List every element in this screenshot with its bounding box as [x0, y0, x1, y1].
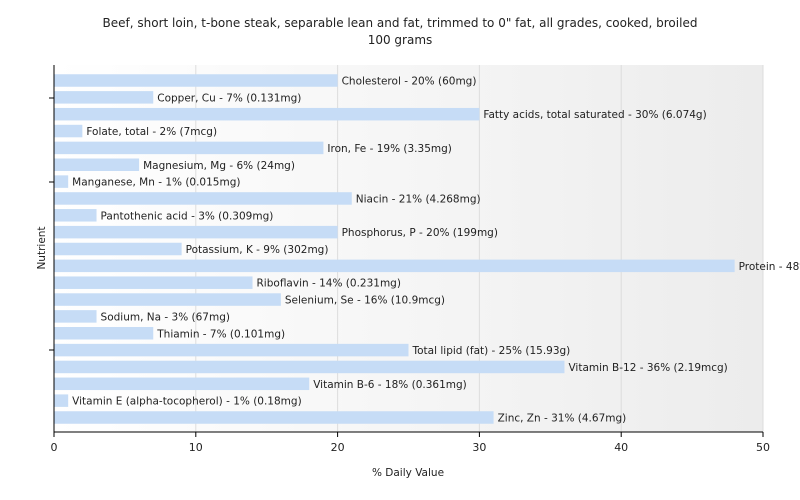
bar: [54, 225, 338, 239]
bar-label: Folate, total - 2% (7mcg): [86, 126, 217, 138]
bar: [54, 192, 352, 205]
axes: 0 10 20 30 40 50: [49, 65, 770, 454]
chart-subtitle: 100 grams: [368, 33, 433, 47]
y-axis-label: Nutrient: [36, 226, 48, 269]
bar: [54, 141, 324, 155]
bar-label: Protein - 48% (24.18g): [739, 261, 800, 273]
bar: [54, 293, 281, 306]
bar-label: Vitamin B-6 - 18% (0.361mg): [313, 379, 467, 391]
bar: [54, 242, 182, 256]
bar: [54, 310, 97, 323]
x-tick-label: 40: [614, 441, 628, 454]
bar: [54, 343, 409, 357]
bar-label: Phosphorus, P - 20% (199mg): [342, 227, 498, 239]
x-tick-label: 0: [51, 441, 58, 454]
bar-label: Niacin - 21% (4.268mg): [356, 193, 481, 205]
bar-label: Zinc, Zn - 31% (4.67mg): [498, 413, 627, 425]
bar: [54, 175, 69, 188]
bar: [54, 276, 253, 289]
bar-label: Pantothenic acid - 3% (0.309mg): [101, 210, 274, 222]
bar-label: Iron, Fe - 19% (3.35mg): [327, 143, 451, 155]
bar: [54, 259, 735, 273]
bar: [54, 91, 154, 104]
bar-label: Potassium, K - 9% (302mg): [186, 244, 329, 256]
bar: [54, 377, 310, 391]
bar-label: Vitamin E (alpha-tocopherol) - 1% (0.18m…: [72, 396, 302, 408]
x-axis-label: % Daily Value: [372, 467, 444, 479]
bar-label: Total lipid (fat) - 25% (15.93g): [412, 345, 571, 357]
bar-label: Magnesium, Mg - 6% (24mg): [143, 160, 295, 172]
chart-title: Beef, short loin, t-bone steak, separabl…: [103, 16, 698, 30]
bar: [54, 411, 494, 424]
x-tick-label: 30: [472, 441, 486, 454]
x-tick-label: 10: [189, 441, 203, 454]
bars: Cholesterol - 20% (60mg) Copper, Cu - 7% …: [54, 74, 800, 425]
bar: [54, 124, 83, 138]
bar-label: Selenium, Se - 16% (10.9mcg): [285, 295, 445, 307]
bar: [54, 209, 97, 222]
bar-label: Fatty acids, total saturated - 30% (6.07…: [483, 109, 706, 121]
bar: [54, 327, 154, 340]
bar-label: Riboflavin - 14% (0.231mg): [257, 278, 401, 290]
bar-label: Vitamin B-12 - 36% (2.19mcg): [568, 362, 727, 374]
bar-label: Copper, Cu - 7% (0.131mg): [157, 92, 301, 104]
bar: [54, 74, 338, 87]
bar-label: Sodium, Na - 3% (67mg): [101, 311, 230, 323]
bar: [54, 394, 69, 407]
bar-label: Cholesterol - 20% (60mg): [342, 76, 477, 88]
bar: [54, 107, 480, 121]
x-tick-label: 20: [331, 441, 345, 454]
bar: [54, 158, 140, 171]
bar-label: Thiamin - 7% (0.101mg): [156, 328, 285, 340]
bar: [54, 360, 565, 374]
x-tick-label: 50: [756, 441, 770, 454]
bar-label: Manganese, Mn - 1% (0.015mg): [72, 177, 240, 189]
